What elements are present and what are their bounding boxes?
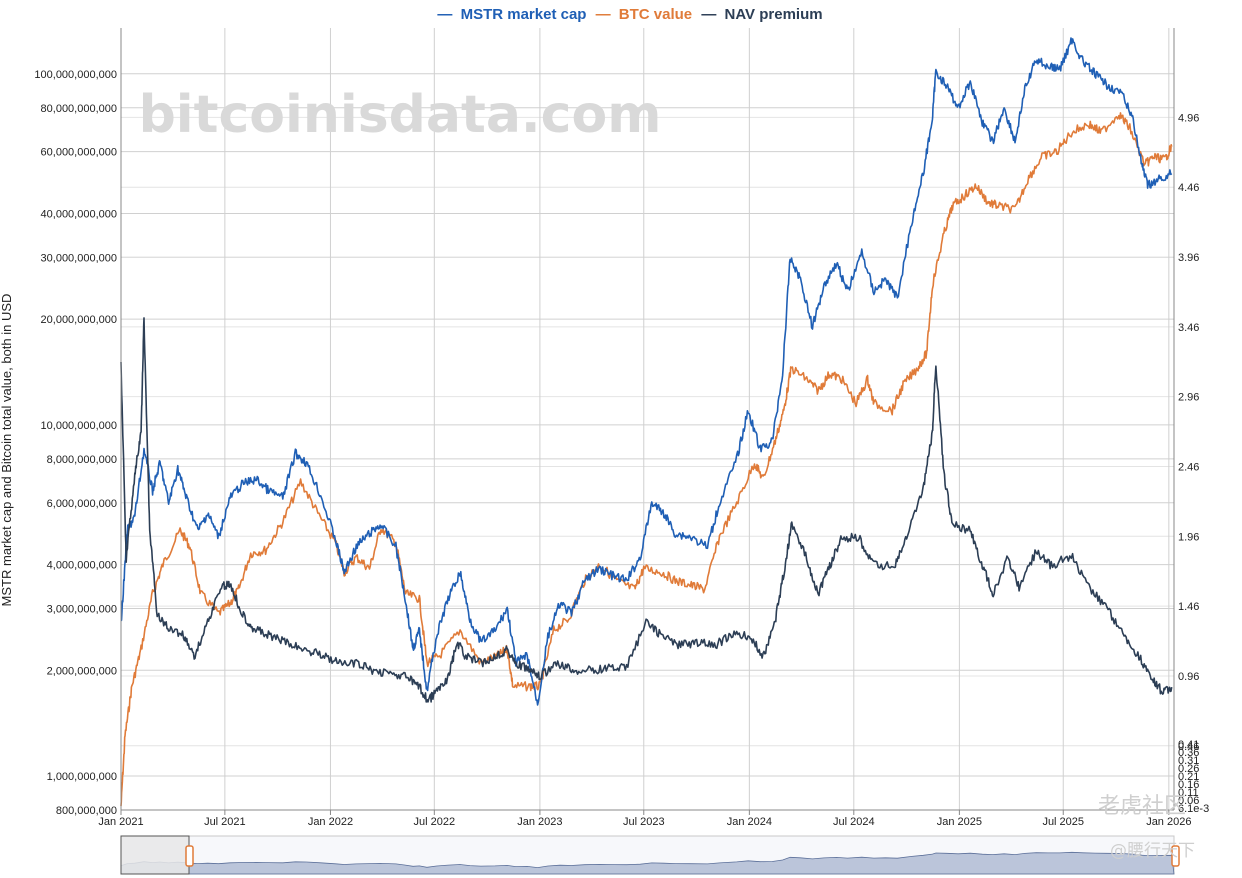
legend-item-nav[interactable]: NAV premium xyxy=(725,6,823,23)
legend-item-mstr[interactable]: MSTR market cap xyxy=(461,6,587,23)
x-tick-label: Jul 2022 xyxy=(414,816,456,828)
y-tick-label: 2,000,000,000 xyxy=(47,665,117,677)
x-tick-label: Jul 2025 xyxy=(1042,816,1084,828)
x-tick-label: Jan 2023 xyxy=(517,816,562,828)
y2-tick-label: 1.46 xyxy=(1178,601,1199,613)
y-tick-label: 100,000,000,000 xyxy=(34,69,117,81)
legend[interactable]: — MSTR market cap — BTC value — NAV prem… xyxy=(437,6,822,23)
y2-tick-label: 0.96 xyxy=(1178,671,1199,683)
y-tick-label: 6,000,000,000 xyxy=(47,498,117,510)
x-tick-label: Jul 2024 xyxy=(833,816,875,828)
legend-swatch-btc: — xyxy=(596,6,611,23)
legend-item-btc[interactable]: BTC value xyxy=(619,6,692,23)
x-tick-label: Jul 2021 xyxy=(204,816,246,828)
watermark: bitcoinisdata.com xyxy=(139,85,662,145)
navigator-handle-left[interactable] xyxy=(185,845,194,867)
y2-tick-label: 4.46 xyxy=(1178,182,1199,194)
y-tick-label: 10,000,000,000 xyxy=(41,420,117,432)
y2-tick-label: 3.96 xyxy=(1178,252,1199,264)
y2-tick-label: 3.46 xyxy=(1178,322,1199,334)
y2-tick-label: 0.16 xyxy=(1178,779,1199,791)
navigator-series-area xyxy=(120,851,1175,875)
x-tick-label: Jan 2025 xyxy=(937,816,982,828)
navigator-mask-left xyxy=(120,835,190,875)
right-y-axis: 0.46 0.96 1.46 1.96 2.46 2.96 3.46 3.96 4.46 4.96… xyxy=(1178,112,1209,815)
left-y-axis: 800,000,000 1,000,000,000 2,000,000,000 3,0… xyxy=(34,69,117,817)
y2-tick-label: 0.41 xyxy=(1178,739,1199,751)
y-tick-label: 80,000,000,000 xyxy=(41,103,117,115)
y2-tick-label: 0.26 xyxy=(1178,763,1199,775)
navigator-handle-right[interactable] xyxy=(1171,845,1180,867)
legend-swatch-nav: — xyxy=(701,6,716,23)
y2-tick-label: 0.21 xyxy=(1178,771,1199,783)
y-tick-label: 60,000,000,000 xyxy=(41,147,117,159)
series-lines xyxy=(120,37,1173,807)
y2-tick-label: 0.06 xyxy=(1178,795,1199,807)
x-axis: Jan 2021 Jul 2021 Jan 2022 Jul 2022 Jan 2023… xyxy=(98,810,1191,828)
y2-tick-label: 2.46 xyxy=(1178,461,1199,473)
y-tick-label: 4,000,000,000 xyxy=(47,560,117,572)
y-tick-label: 1,000,000,000 xyxy=(47,771,117,783)
x-tick-label: Jan 2022 xyxy=(308,816,353,828)
y2-tick-label: 1.96 xyxy=(1178,531,1199,543)
y2-tick-label: 0.31 xyxy=(1178,755,1199,767)
y2-tick-label: 2.96 xyxy=(1178,392,1199,404)
y2-tick-label: 0.36 xyxy=(1178,747,1199,759)
y-tick-label: 40,000,000,000 xyxy=(41,208,117,220)
series-line-mstr xyxy=(120,37,1173,706)
corner-watermark-line2: @腰行天下 xyxy=(1110,841,1195,861)
x-tick-label: Jan 2026 xyxy=(1146,816,1191,828)
series-line-nav xyxy=(120,317,1173,703)
y2-tick-label: 6.1e-3 xyxy=(1178,803,1209,815)
corner-watermark-line1: 老虎社区 xyxy=(1098,794,1186,819)
y-tick-label: 800,000,000 xyxy=(56,805,117,817)
y2-tick-label: 4.96 xyxy=(1178,112,1199,124)
x-tick-label: Jan 2024 xyxy=(727,816,772,828)
legend-swatch-mstr: — xyxy=(437,6,452,23)
y-tick-label: 3,000,000,000 xyxy=(47,603,117,615)
range-navigator[interactable] xyxy=(120,835,1180,875)
grid-lines xyxy=(120,28,1174,811)
y-tick-label: 30,000,000,000 xyxy=(41,252,117,264)
x-tick-label: Jul 2023 xyxy=(623,816,665,828)
series-line-btc xyxy=(120,112,1173,807)
y2-tick-label: 0.46 xyxy=(1178,741,1199,753)
y2-tick-label: 0.11 xyxy=(1178,787,1199,799)
y-axis-label: MSTR market cap and Bitcoin total value,… xyxy=(0,294,14,607)
y-tick-label: 20,000,000,000 xyxy=(41,314,117,326)
y-tick-label: 8,000,000,000 xyxy=(47,454,117,466)
x-tick-label: Jan 2021 xyxy=(98,816,143,828)
legend-text: — MSTR market cap — BTC value — NAV prem… xyxy=(437,6,822,23)
